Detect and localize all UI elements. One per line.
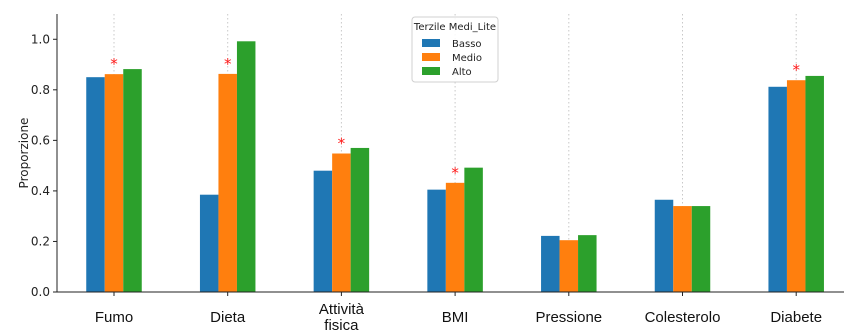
bar-basso: [768, 86, 787, 292]
bar-alto: [123, 69, 142, 292]
bar-basso: [427, 189, 446, 292]
legend-label: Alto: [452, 67, 472, 78]
bar-medio: [786, 80, 806, 293]
y-tick-label: 0.4: [31, 184, 50, 198]
x-tick-label: Fumo: [95, 309, 133, 326]
axes-layer: [53, 14, 844, 296]
bar-alto: [236, 41, 256, 293]
x-tick-label: Attività fisica: [319, 301, 365, 334]
legend: Terzile Medi_Lite Basso Medio Alto: [411, 16, 499, 83]
bar-alto: [350, 147, 370, 292]
legend-swatch: [422, 39, 440, 47]
y-tick-label: 0.0: [31, 285, 50, 299]
bar-basso: [199, 194, 219, 292]
bar-basso: [86, 77, 105, 292]
legend-swatch: [422, 67, 440, 75]
y-axis-title: Proporzione: [17, 118, 31, 189]
legend-title: Terzile Medi_Lite: [413, 22, 496, 33]
legend-box: [411, 16, 499, 83]
y-tick-label: 0.2: [31, 234, 50, 248]
significance-marker: *: [224, 55, 232, 73]
bar-medio: [104, 74, 124, 292]
bar-medio: [332, 153, 351, 292]
legend-label: Medio: [452, 53, 482, 64]
bar-alto: [578, 235, 597, 292]
legend-swatch: [422, 53, 440, 61]
significance-marker: *: [110, 55, 118, 73]
bar-alto: [464, 167, 483, 292]
x-tick-label: Colesterolo: [645, 309, 721, 326]
significance-marker: *: [338, 135, 346, 153]
y-tick-label: 1.0: [31, 32, 50, 46]
y-tick-label: 0.6: [31, 133, 50, 147]
bar-basso: [654, 199, 674, 292]
bar-alto: [691, 206, 711, 292]
bar-medio: [445, 182, 465, 292]
bar-medio: [559, 240, 579, 292]
x-tick-label: Pressione: [535, 309, 602, 326]
significance-marker: *: [792, 61, 800, 79]
bars-layer: [86, 41, 824, 293]
x-tick-label: Dieta: [210, 309, 246, 326]
bar-basso: [313, 170, 333, 292]
bar-alto: [805, 75, 824, 292]
bar-basso: [541, 235, 560, 292]
x-tick-label: BMI: [442, 309, 469, 326]
x-tick-label: Diabete: [770, 309, 822, 326]
bar-medio: [673, 206, 692, 292]
bar-medio: [218, 73, 237, 292]
significance-marker: *: [451, 164, 459, 182]
labels-layer: 0.0 0.2 0.4 0.6 0.8 1.0 Fumo Dieta Attività fisic…: [17, 32, 822, 334]
legend-label: Basso: [452, 39, 482, 50]
y-tick-label: 0.8: [31, 83, 50, 97]
